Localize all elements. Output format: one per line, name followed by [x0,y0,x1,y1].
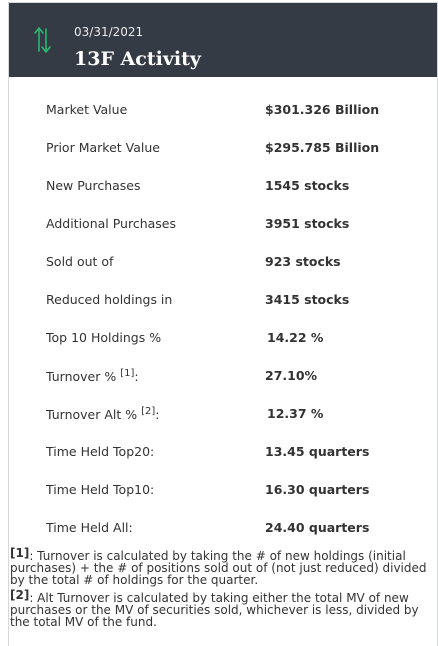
row-value: 1545 stocks [265,178,350,193]
row-reduced-holdings: Reduced holdings in 3415 stocks [46,292,426,312]
footnote-ref-link[interactable]: [2] [141,406,156,417]
up-down-arrows-icon [34,27,51,53]
row-value: 24.40 quarters [265,520,370,535]
row-additional-purchases: Additional Purchases 3951 stocks [46,216,426,236]
row-label: Time Held Top20: [46,444,155,459]
label-text: Turnover Alt % [46,407,138,423]
report-date: 03/31/2021 [74,25,144,39]
footnotes: [1]: Turnover is calculated by taking th… [10,547,430,631]
row-value: 13.45 quarters [265,444,370,459]
row-value: 16.30 quarters [265,482,370,497]
row-label: Time Held All: [46,520,133,535]
row-time-held-all: Time Held All: 24.40 quarters [46,520,426,540]
label-suffix: : [134,369,139,385]
row-time-held-top20: Time Held Top20: 13.45 quarters [46,444,426,464]
footnote-1: [1]: Turnover is calculated by taking th… [10,547,430,586]
row-value: $295.785 Billion [265,140,380,155]
footnote-text: : Turnover is calculated by taking the #… [10,549,427,587]
row-time-held-top10: Time Held Top10: 16.30 quarters [46,482,426,502]
footnote-text: : Alt Turnover is calculated by taking e… [10,591,419,629]
row-label: Reduced holdings in [46,292,173,307]
row-label: New Purchases [46,178,141,193]
row-value: 923 stocks [265,254,341,269]
row-prior-market-value: Prior Market Value $295.785 Billion [46,140,426,160]
row-label: Prior Market Value [46,140,160,155]
row-label: Sold out of [46,254,114,269]
row-market-value: Market Value $301.326 Billion [46,102,426,122]
row-new-purchases: New Purchases 1545 stocks [46,178,426,198]
row-value: 14.22 % [267,330,324,345]
row-value: $301.326 Billion [265,102,380,117]
row-value: 27.10% [265,368,318,383]
row-value: 3951 stocks [265,216,350,231]
card-header: 03/31/2021 13F Activity [9,3,437,77]
label-text: Turnover % [46,369,117,385]
row-label: Market Value [46,102,128,117]
footnote-2: [2]: Alt Turnover is calculated by takin… [10,589,430,628]
row-label: Additional Purchases [46,216,176,231]
label-suffix: : [155,407,160,423]
row-label: Turnover % [1]: [46,368,139,384]
row-turnover-alt: Turnover Alt % [2]: 12.37 % [46,406,426,426]
row-label: Time Held Top10: [46,482,155,497]
page-title: 13F Activity [74,48,201,70]
row-label: Top 10 Holdings % [46,330,162,345]
footnote-ref-link[interactable]: [1] [120,368,135,379]
row-value: 12.37 % [267,406,324,421]
row-top10-holdings: Top 10 Holdings % 14.22 % [46,330,426,350]
row-label: Turnover Alt % [2]: [46,406,160,422]
row-value: 3415 stocks [265,292,350,307]
row-turnover: Turnover % [1]: 27.10% [46,368,426,388]
footnote-mark: [2] [10,588,30,602]
footnote-mark: [1] [10,546,30,560]
row-sold-out-of: Sold out of 923 stocks [46,254,426,274]
activity-card: 03/31/2021 13F Activity Market Value $30… [8,2,438,646]
